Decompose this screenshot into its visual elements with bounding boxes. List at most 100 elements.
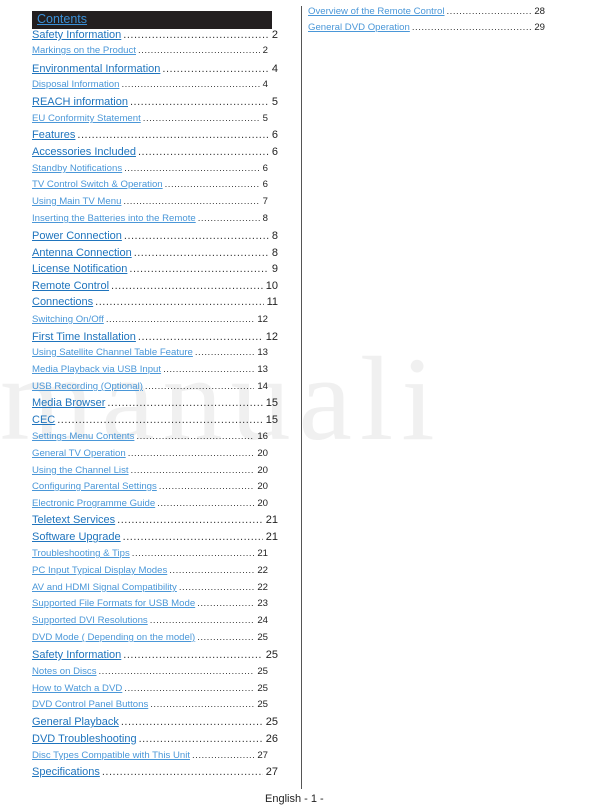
toc-entry[interactable]: AV and HDMI Signal Compatibility 22 [32, 582, 268, 597]
toc-entry-title[interactable]: Environmental Information [32, 63, 161, 75]
toc-entry-title[interactable]: First Time Installation [32, 331, 136, 343]
toc-entry-title[interactable]: Using Satellite Channel Table Feature [32, 347, 193, 358]
toc-entry[interactable]: Media Playback via USB Input 13 [32, 364, 268, 379]
toc-entry-title[interactable]: Media Browser [32, 397, 106, 409]
toc-entry[interactable]: General DVD Operation 29 [308, 22, 545, 37]
toc-entry-title[interactable]: Settings Menu Contents [32, 431, 135, 442]
toc-entry-title[interactable]: General Playback [32, 716, 119, 728]
toc-entry[interactable]: Antenna Connection 8 [32, 247, 278, 263]
toc-entry[interactable]: Configuring Parental Settings 20 [32, 481, 268, 496]
toc-entry-title[interactable]: AV and HDMI Signal Compatibility [32, 582, 177, 593]
toc-entry-title[interactable]: Troubleshooting & Tips [32, 548, 130, 559]
toc-entry[interactable]: Using Main TV Menu 7 [32, 196, 268, 211]
toc-entry-title[interactable]: Remote Control [32, 280, 110, 292]
toc-entry-title[interactable]: Connections [32, 296, 94, 308]
toc-entry[interactable]: Supported DVI Resolutions 24 [32, 615, 268, 630]
toc-entry[interactable]: Disc Types Compatible with This Unit 27 [32, 750, 268, 765]
toc-entry-title[interactable]: Standby Notifications [32, 163, 123, 174]
toc-entry-title[interactable]: Teletext Services [32, 514, 116, 526]
toc-entry[interactable]: Connections 11 [32, 296, 278, 312]
toc-entry-title[interactable]: REACH information [32, 96, 128, 108]
toc-entry-title[interactable]: Safety Information [32, 29, 122, 41]
toc-entry[interactable]: Disposal Information 4 [32, 79, 268, 94]
toc-entry-title[interactable]: Configuring Parental Settings [32, 481, 157, 492]
toc-entry-title[interactable]: Supported File Formats for USB Mode [32, 598, 196, 609]
toc-page-number: 8 [271, 230, 278, 242]
toc-entry-title[interactable]: DVD Troubleshooting [32, 733, 137, 745]
toc-entry-title[interactable]: Supported DVI Resolutions [32, 615, 148, 626]
toc-entry-title[interactable]: Features [32, 129, 76, 141]
toc-entry[interactable]: Overview of the Remote Control 28 [308, 6, 545, 21]
toc-entry[interactable]: First Time Installation 12 [32, 331, 278, 347]
toc-entry-title[interactable]: License Notification [32, 263, 128, 275]
toc-entry[interactable]: Settings Menu Contents 16 [32, 431, 268, 446]
dot-leader [136, 431, 254, 442]
toc-entry-title[interactable]: Electronic Programme Guide [32, 498, 156, 509]
toc-entry-title[interactable]: How to Watch a DVD [32, 683, 123, 694]
toc-entry[interactable]: Environmental Information 4 [32, 63, 278, 79]
toc-entry[interactable]: Safety Information 25 [32, 649, 278, 665]
toc-entry[interactable]: Safety Information 2 [32, 29, 278, 45]
toc-entry[interactable]: Using the Channel List 20 [32, 465, 268, 480]
toc-entry-title[interactable]: Power Connection [32, 230, 122, 242]
contents-title[interactable]: Contents [37, 12, 88, 26]
toc-entry[interactable]: How to Watch a DVD 25 [32, 683, 268, 698]
toc-entry[interactable]: Power Connection 8 [32, 230, 278, 246]
toc-entry[interactable]: Standby Notifications 6 [32, 163, 268, 178]
toc-entry[interactable]: DVD Control Panel Buttons 25 [32, 699, 268, 714]
toc-entry[interactable]: Inserting the Batteries into the Remote 8 [32, 213, 268, 228]
toc-entry-title[interactable]: Software Upgrade [32, 531, 121, 543]
toc-entry-title[interactable]: TV Control Switch & Operation [32, 179, 163, 190]
toc-entry-title[interactable]: Overview of the Remote Control [308, 6, 445, 17]
toc-entry[interactable]: Markings on the Product 2 [32, 45, 268, 60]
toc-entry-title[interactable]: Markings on the Product [32, 45, 136, 56]
toc-entry[interactable]: REACH information 5 [32, 96, 278, 112]
toc-entry-title[interactable]: Antenna Connection [32, 247, 132, 259]
toc-entry-title[interactable]: Inserting the Batteries into the Remote [32, 213, 196, 224]
toc-entry-title[interactable]: USB Recording (Optional) [32, 381, 143, 392]
toc-entry[interactable]: Supported File Formats for USB Mode 23 [32, 598, 268, 613]
toc-entry[interactable]: License Notification 9 [32, 263, 278, 279]
toc-entry-title[interactable]: Media Playback via USB Input [32, 364, 162, 375]
toc-entry-title[interactable]: DVD Control Panel Buttons [32, 699, 149, 710]
toc-entry[interactable]: DVD Mode ( Depending on the model) 25 [32, 632, 268, 647]
toc-entry[interactable]: Software Upgrade 21 [32, 531, 278, 547]
toc-entry[interactable]: Teletext Services 21 [32, 514, 278, 530]
toc-entry[interactable]: PC Input Typical Display Modes 22 [32, 565, 268, 580]
toc-entry[interactable]: Specifications 27 [32, 766, 278, 782]
toc-entry-title[interactable]: Safety Information [32, 649, 122, 661]
toc-entry-title[interactable]: Disposal Information [32, 79, 120, 90]
toc-entry[interactable]: Remote Control 10 [32, 280, 278, 296]
toc-entry[interactable]: Electronic Programme Guide 20 [32, 498, 268, 513]
toc-entry-title[interactable]: Switching On/Off [32, 314, 104, 325]
toc-entry-title[interactable]: General DVD Operation [308, 22, 410, 33]
dot-leader [138, 45, 260, 56]
toc-entry[interactable]: USB Recording (Optional) 14 [32, 381, 268, 396]
toc-entry-title[interactable]: Using Main TV Menu [32, 196, 122, 207]
toc-entry-title[interactable]: EU Conformity Statement [32, 113, 141, 124]
toc-entry[interactable]: Using Satellite Channel Table Feature 13 [32, 347, 268, 362]
toc-entry[interactable]: Troubleshooting & Tips 21 [32, 548, 268, 563]
toc-entry-title[interactable]: PC Input Typical Display Modes [32, 565, 168, 576]
toc-entry-title[interactable]: Specifications [32, 766, 100, 778]
toc-entry-title[interactable]: Notes on Discs [32, 666, 97, 677]
toc-entry-title[interactable]: Using the Channel List [32, 465, 129, 476]
toc-entry[interactable]: General Playback 25 [32, 716, 278, 732]
toc-entry[interactable]: General TV Operation 20 [32, 448, 268, 463]
toc-entry[interactable]: TV Control Switch & Operation 6 [32, 179, 268, 194]
toc-entry-title[interactable]: Disc Types Compatible with This Unit [32, 750, 191, 761]
toc-entry-title[interactable]: Accessories Included [32, 146, 136, 158]
toc-entry[interactable]: EU Conformity Statement 5 [32, 113, 268, 128]
dot-leader [197, 598, 254, 609]
toc-entry[interactable]: DVD Troubleshooting 26 [32, 733, 278, 749]
toc-entry[interactable]: Accessories Included 6 [32, 146, 278, 162]
toc-entry[interactable]: Features 6 [32, 129, 278, 145]
toc-entry-title[interactable]: DVD Mode ( Depending on the model) [32, 632, 196, 643]
toc-entry[interactable]: Media Browser 15 [32, 397, 278, 413]
toc-entry[interactable]: Switching On/Off 12 [32, 314, 268, 329]
toc-entry[interactable]: CEC 15 [32, 414, 278, 430]
toc-entry-title[interactable]: CEC [32, 414, 56, 426]
toc-entry-title[interactable]: General TV Operation [32, 448, 126, 459]
toc-entry[interactable]: Notes on Discs 25 [32, 666, 268, 681]
toc-page-number: 8 [262, 213, 268, 224]
